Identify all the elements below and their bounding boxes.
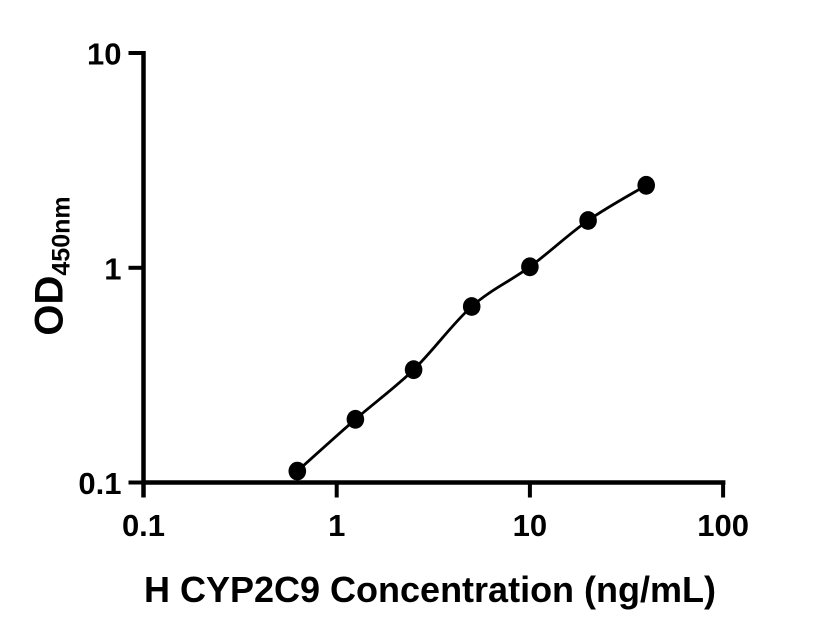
data-point: [346, 409, 365, 429]
standard-curve-line: [296, 184, 647, 473]
x-tick-label: 10: [513, 508, 547, 543]
y-tick-label: 0.1: [78, 466, 121, 501]
x-tick-label: 100: [697, 508, 749, 543]
data-point: [521, 257, 539, 277]
y-tick-label: 1: [104, 251, 121, 286]
data-point: [288, 461, 307, 481]
y-tick-label: 10: [87, 37, 121, 72]
data-point: [462, 297, 481, 316]
data-point: [579, 211, 597, 230]
x-tick-label: 0.1: [122, 508, 165, 543]
y-axis-title-subscript: 450nm: [47, 196, 76, 276]
data-point: [404, 360, 423, 380]
x-axis-title: H CYP2C9 Concentration (ng/mL): [143, 569, 717, 610]
x-tick-label: 1: [328, 508, 345, 543]
data-point: [637, 175, 655, 195]
y-axis-title: OD450nm: [28, 196, 77, 335]
y-axis-title-main: OD: [27, 275, 72, 336]
